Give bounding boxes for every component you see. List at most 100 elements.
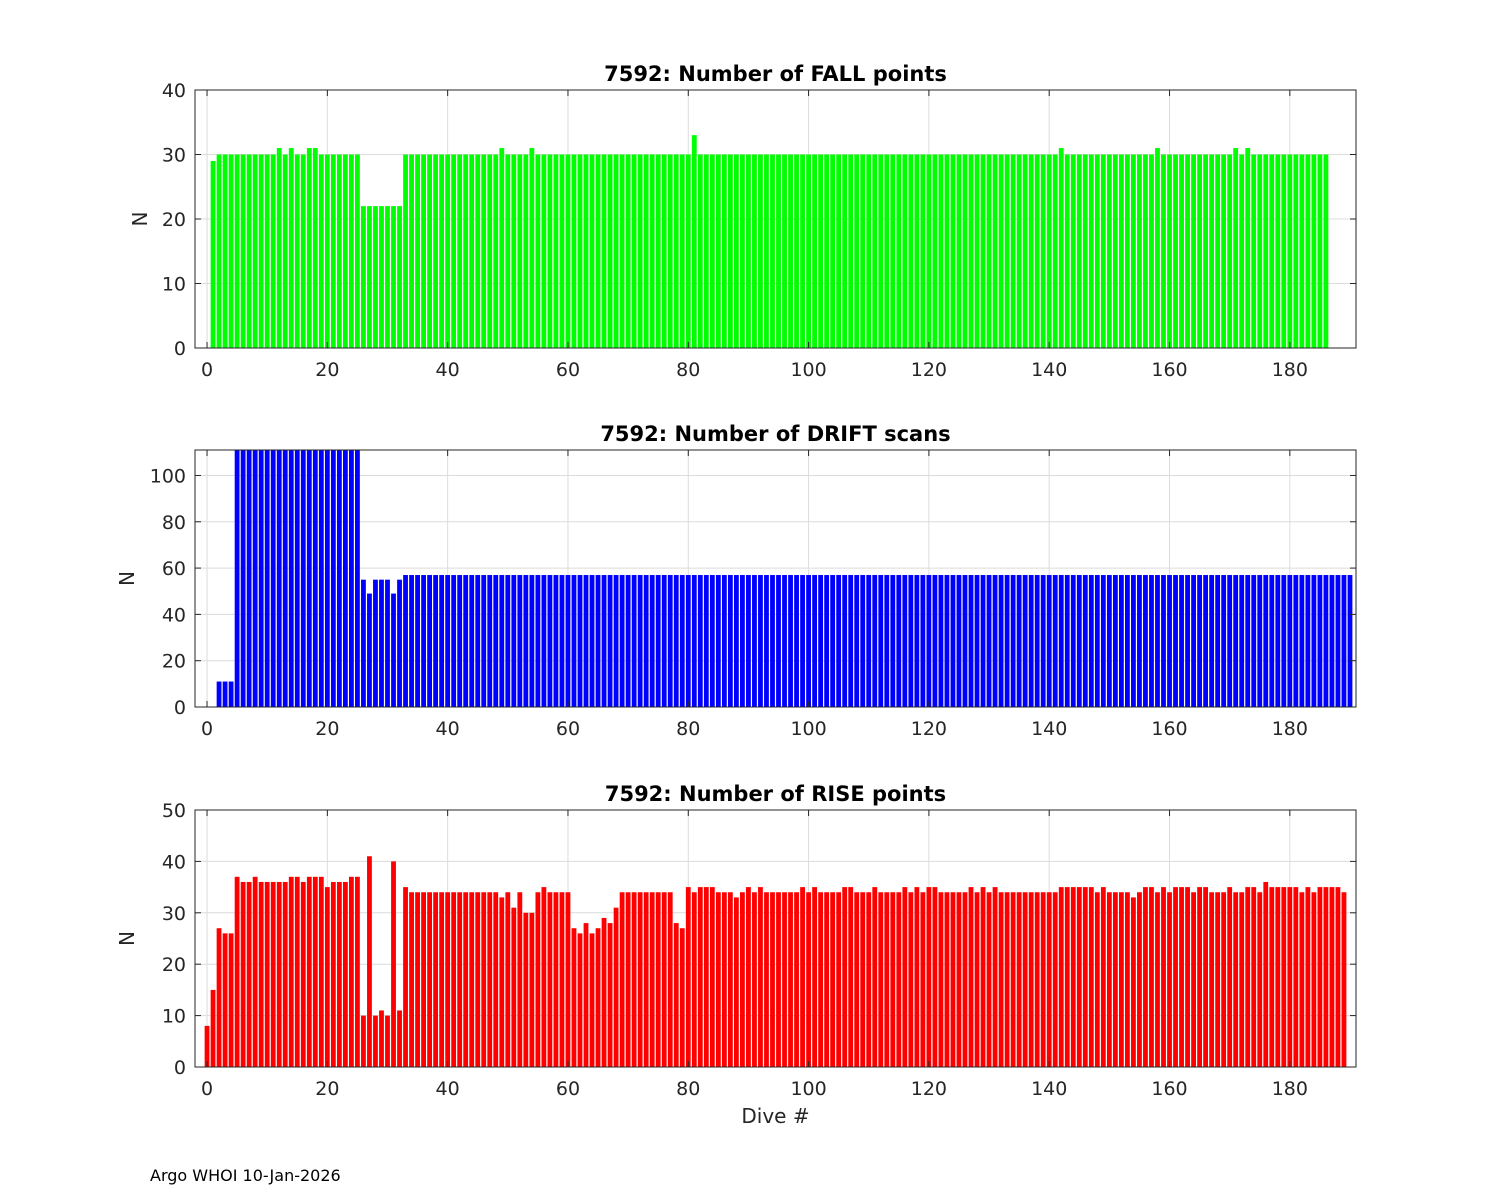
rise-bar: [276, 881, 282, 1067]
fall-bar: [1239, 154, 1245, 348]
rise-bar: [535, 892, 541, 1067]
rise-bar: [776, 892, 781, 1067]
drift-bar: [336, 450, 342, 707]
fall-bar: [1155, 148, 1160, 348]
rise-bar: [1064, 887, 1070, 1067]
fall-bar: [986, 154, 992, 348]
fall-bar: [679, 154, 685, 348]
rise-bar: [240, 881, 246, 1067]
rise-bar: [336, 881, 342, 1067]
fall-bar: [1245, 148, 1251, 348]
fall-bar: [1143, 154, 1148, 348]
fall-bar: [258, 154, 264, 348]
rise-bar: [348, 876, 354, 1067]
rise-x-tick-label: 20: [315, 1078, 339, 1100]
rise-bar: [1245, 887, 1251, 1067]
fall-bar: [264, 154, 270, 348]
drift-bar: [228, 681, 234, 707]
fall-bar: [764, 154, 769, 348]
rise-bar: [1112, 892, 1118, 1067]
fall-bar: [1287, 154, 1293, 348]
fall-bar: [752, 154, 757, 348]
fall-bar: [770, 154, 775, 348]
fall-bar: [541, 154, 547, 348]
drift-bar: [421, 575, 426, 707]
rise-bar: [914, 887, 920, 1067]
drift-bar: [667, 575, 673, 707]
drift-y-axis-label: N: [115, 571, 139, 586]
fall-bar: [276, 148, 282, 348]
fall-y-axis-label: N: [128, 212, 152, 227]
rise-bar: [992, 887, 998, 1067]
drift-bar: [830, 575, 836, 707]
drift-bar: [216, 681, 222, 707]
drift-bar: [631, 575, 637, 707]
rise-bar: [421, 892, 426, 1067]
rise-bar: [595, 928, 601, 1067]
rise-bar: [1209, 892, 1215, 1067]
fall-bar: [403, 154, 408, 348]
drift-bar: [776, 575, 781, 707]
fall-bar: [288, 148, 294, 348]
fall-bar: [583, 154, 589, 348]
drift-bar: [1209, 575, 1215, 707]
rise-bar: [1004, 892, 1010, 1067]
rise-bar: [920, 892, 926, 1067]
fall-bar: [336, 154, 342, 348]
drift-bar: [643, 575, 649, 707]
fall-bar: [926, 154, 932, 348]
fall-bar: [457, 154, 463, 348]
drift-bar: [601, 575, 607, 707]
rise-bar: [397, 1010, 402, 1067]
rise-bar: [926, 887, 932, 1067]
fall-bar: [1269, 154, 1275, 348]
fall-bar: [721, 154, 727, 348]
fall-bar: [788, 154, 793, 348]
drift-bar: [379, 579, 384, 707]
rise-bar: [878, 892, 884, 1067]
rise-bar: [391, 861, 396, 1067]
drift-y-tick-label: 100: [150, 465, 186, 487]
rise-bar: [577, 933, 583, 1067]
fall-bar: [607, 154, 613, 348]
fall-bar: [318, 154, 324, 348]
drift-bar: [505, 575, 511, 707]
fall-bar: [505, 154, 511, 348]
rise-bar: [685, 887, 691, 1067]
fall-bar: [1028, 154, 1034, 348]
fall-bar: [1251, 154, 1257, 348]
drift-bar: [1245, 575, 1251, 707]
drift-bar: [1094, 575, 1100, 707]
rise-bar: [1052, 892, 1058, 1067]
drift-bar: [1347, 575, 1353, 707]
drift-x-tick-label: 120: [911, 718, 947, 740]
drift-bar: [1179, 575, 1184, 707]
drift-bar: [800, 575, 805, 707]
drift-bar: [1143, 575, 1148, 707]
fall-bar: [433, 154, 439, 348]
rise-bar: [541, 887, 547, 1067]
drift-bar: [1070, 575, 1076, 707]
fall-bar: [361, 206, 366, 348]
fall-bar: [896, 154, 902, 348]
drift-bar: [812, 575, 818, 707]
rise-bar: [740, 892, 745, 1067]
rise-bar: [324, 887, 330, 1067]
fall-bar: [860, 154, 866, 348]
drift-bar: [493, 575, 499, 707]
rise-bar: [1323, 887, 1329, 1067]
fall-bar: [1064, 154, 1070, 348]
rise-bar: [481, 892, 487, 1067]
drift-bar: [920, 575, 926, 707]
fall-bar: [884, 154, 890, 348]
fall-bar: [619, 154, 625, 348]
rise-bar: [637, 892, 643, 1067]
fall-bar: [824, 154, 830, 348]
fall-bar: [409, 154, 414, 348]
drift-bar: [511, 575, 517, 707]
drift-bar: [848, 575, 854, 707]
rise-bar: [583, 923, 589, 1067]
drift-bar: [583, 575, 589, 707]
drift-bar: [523, 575, 529, 707]
rise-bar: [523, 912, 529, 1067]
